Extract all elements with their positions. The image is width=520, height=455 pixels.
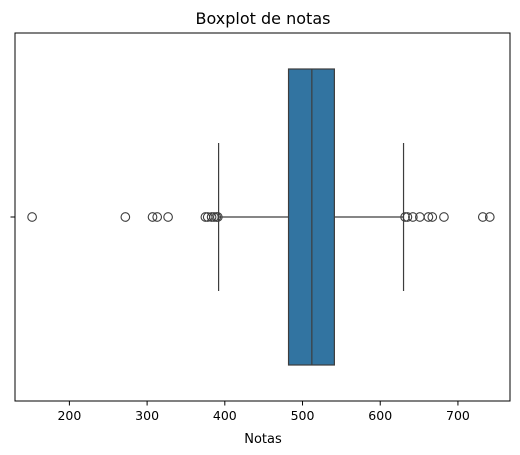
outlier-point — [120, 212, 131, 222]
outlier-point — [163, 212, 173, 222]
x-tick-label: 300 — [135, 408, 159, 423]
outlier-point — [477, 212, 488, 222]
outlier-point — [27, 212, 37, 222]
x-tick-label: 600 — [368, 408, 392, 423]
x-tick-label: 200 — [57, 408, 81, 423]
x-tick-label: 700 — [446, 408, 470, 423]
outlier-point — [147, 212, 158, 222]
outlier-point — [402, 212, 413, 222]
outlier-point — [400, 212, 410, 222]
outlier-point — [206, 212, 217, 222]
plot-area — [14, 32, 511, 402]
outlier-point — [439, 212, 449, 222]
x-axis-label: Notas — [244, 432, 282, 447]
outlier-point — [408, 212, 418, 222]
chart-title: Boxplot de notas — [196, 9, 331, 28]
x-tick-label: 500 — [291, 408, 315, 423]
outlier-point — [427, 212, 438, 222]
outlier-point — [152, 212, 163, 222]
x-axis: 200 300 400 500 600 700 — [57, 401, 470, 423]
x-tick-label: 400 — [213, 408, 237, 423]
outlier-point — [423, 212, 434, 222]
outlier-point — [212, 212, 223, 222]
outlier-point — [209, 212, 219, 222]
outlier-point — [484, 212, 495, 222]
